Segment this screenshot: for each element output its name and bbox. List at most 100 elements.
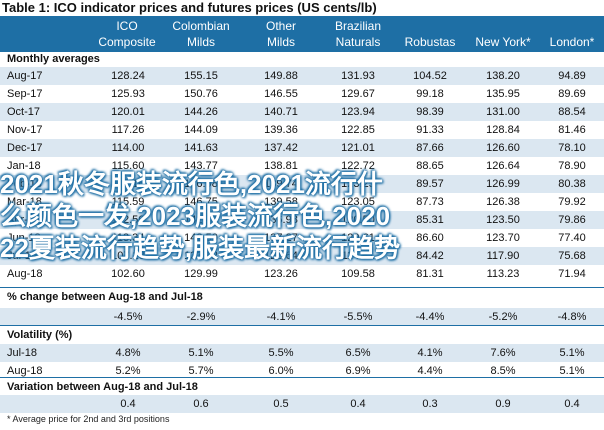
col-header-line2: Naturals <box>335 35 381 49</box>
row-label: Aug-18 <box>7 268 43 280</box>
table-cell: 85.31 <box>416 214 444 226</box>
row-label: Aug-18 <box>7 365 43 377</box>
table-row: Aug-17 128.24 155.15 149.88 131.93 104.52 138.… <box>0 67 604 85</box>
col-header-line2: New York* <box>475 35 531 49</box>
table-cell: 142.47 <box>184 214 218 226</box>
table-row: Oct-17 120.01 144.26 140.71 123.94 98.39 131.0… <box>0 103 604 121</box>
table-cell: 89.69 <box>558 88 586 100</box>
table-cell: 126.99 <box>486 178 520 190</box>
table-cell: -4.4% <box>415 311 445 323</box>
table-cell: 116.16 <box>111 178 145 190</box>
table-cell: 7.6% <box>490 347 516 359</box>
table-row: Dec-17 114.00 141.63 137.42 121.01 87.66 126.6… <box>0 139 604 157</box>
table-cell: 0.5 <box>273 398 289 410</box>
table-title: Table 1: ICO indicator prices and future… <box>2 0 377 15</box>
watermark-line: 22夏装流行趋势,服装最新流行趋势 <box>0 233 401 263</box>
table-cell: 120.50 <box>341 214 375 226</box>
table-cell: 146.98 <box>184 178 218 190</box>
table-cell: 113.23 <box>486 268 520 280</box>
row-label: Jun-18 <box>7 232 41 244</box>
table-row: Mar-18 115.59 146.75 139.58 123.05 87.73 126.3… <box>0 193 604 211</box>
table-cell: 129.99 <box>184 268 218 280</box>
table-cell: 140.71 <box>264 106 298 118</box>
table-cell: -4.5% <box>113 311 143 323</box>
table-row: Nov-17 117.26 144.09 139.36 122.85 91.33 128.8… <box>0 121 604 139</box>
col-header-london: London* <box>540 16 604 52</box>
table-cell: 138.20 <box>486 70 520 82</box>
row-label: Aug-17 <box>7 70 43 82</box>
table-cell: 123.05 <box>341 196 375 208</box>
table-cell: 6.0% <box>268 365 294 377</box>
table-cell: 6.9% <box>345 365 371 377</box>
variation-row: 0.4 0.6 0.5 0.4 0.3 0.9 0.4 <box>0 395 604 413</box>
table-cell: 137.42 <box>264 142 298 154</box>
row-label: Oct-17 <box>7 106 41 118</box>
table-cell: 139.74 <box>264 178 298 190</box>
row-label: Dec-17 <box>7 142 43 154</box>
table-cell: 123.50 <box>486 214 520 226</box>
col-header-line2: Robustas <box>404 35 456 49</box>
row-label: Mar-18 <box>7 196 42 208</box>
footnote: * Average price for 2nd and 3rd position… <box>7 414 170 424</box>
table-cell: 128.64 <box>264 250 298 262</box>
table-row: Jan-18 115.60 143.77 138.81 122.72 88.65 126.6… <box>0 157 604 175</box>
table-cell: 4.1% <box>417 347 443 359</box>
col-header-line1: Brazilian <box>334 19 382 33</box>
divider <box>0 377 604 378</box>
table-cell: 79.92 <box>558 196 586 208</box>
table-cell: 0.3 <box>422 398 438 410</box>
table-cell: 78.90 <box>558 160 586 172</box>
table-cell: 5.5% <box>268 347 294 359</box>
section-heading-text: Monthly averages <box>7 53 100 65</box>
table-row: Jun-18 113.34 142.50 137.27 120.61 86.60 123.7… <box>0 229 604 247</box>
table-cell: 0.4 <box>564 398 580 410</box>
table-cell: 120.01 <box>111 106 145 118</box>
section-heading-text: Variation between Aug-18 and Jul-18 <box>7 381 198 393</box>
row-label: Nov-17 <box>7 124 43 136</box>
table-row: Aug-18 102.60 129.99 123.26 109.58 81.31 113.2… <box>0 265 604 283</box>
table-cell: 5.1% <box>559 347 585 359</box>
overlay-watermark-text: 2021秋冬服装流行色,2021流行什 么颜色一发,2023服装流行色,2020… <box>0 168 604 264</box>
table-cell: 75.68 <box>558 250 586 262</box>
table-cell: 135.95 <box>486 88 520 100</box>
table-cell: 107.20 <box>111 250 145 262</box>
row-label: Feb-18 <box>7 178 42 190</box>
section-heading-pct-change: % change between Aug-18 and Jul-18 <box>0 288 604 306</box>
table-cell: 112.56 <box>111 214 145 226</box>
pct-change-row: -4.5% -2.9% -4.1% -5.5% -4.4% -5.2% -4.8% <box>0 308 604 326</box>
table-cell: -2.9% <box>186 311 216 323</box>
table-cell: 109.58 <box>341 268 375 280</box>
table-cell: 91.33 <box>416 124 444 136</box>
table-cell: 87.73 <box>416 196 444 208</box>
table-cell: 4.4% <box>417 365 443 377</box>
table-cell: 125.93 <box>111 88 145 100</box>
table-cell: 126.64 <box>486 160 520 172</box>
divider <box>0 325 604 326</box>
table-row: Jul-18 4.8% 5.1% 5.5% 6.5% 4.1% 7.6% 5.1% <box>0 344 604 362</box>
table-cell: 142.50 <box>184 232 218 244</box>
col-header-new-york: New York* <box>466 16 540 52</box>
table-cell: 131.93 <box>341 70 375 82</box>
col-header-line1: ICO <box>116 19 138 33</box>
table-cell: 144.26 <box>184 106 218 118</box>
divider <box>0 287 604 288</box>
table-cell: 0.4 <box>350 398 366 410</box>
table-cell: -4.8% <box>557 311 587 323</box>
table-cell: 114.00 <box>111 142 145 154</box>
table-row: Jul-18 107.20 133.92 128.64 114.81 84.42 117.9… <box>0 247 604 265</box>
table-cell: -5.5% <box>343 311 373 323</box>
table-row: Aug-18 5.2% 5.7% 6.0% 6.9% 4.4% 8.5% 5.1% <box>0 362 604 380</box>
table-cell: 81.46 <box>558 124 586 136</box>
col-header-ico-composite: ICO Composite <box>94 16 160 52</box>
table-cell: 77.40 <box>558 232 586 244</box>
section-heading-variation: Variation between Aug-18 and Jul-18 <box>0 378 604 396</box>
table-cell: 126.60 <box>486 142 520 154</box>
table-cell: 126.38 <box>486 196 520 208</box>
watermark-line: 2021秋冬服装流行色,2021流行什 <box>0 169 383 199</box>
row-label: Jul-18 <box>7 250 37 262</box>
table-cell: 115.59 <box>111 196 145 208</box>
table-cell: 143.77 <box>184 160 218 172</box>
table-cell: 136.98 <box>264 214 298 226</box>
table-cell: -4.1% <box>266 311 296 323</box>
col-header-line2: Milds <box>186 35 215 49</box>
